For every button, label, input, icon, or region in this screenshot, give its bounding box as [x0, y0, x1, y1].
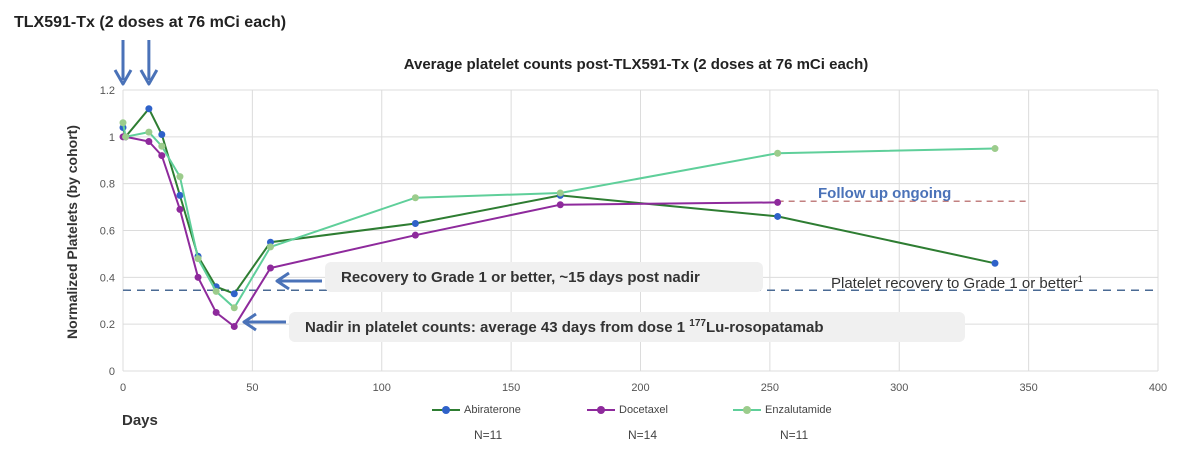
- data-point-enzalutamide: [774, 149, 782, 157]
- data-point-docetaxel: [556, 201, 564, 209]
- recovery-threshold-text: Platelet recovery to Grade 1 or better: [831, 275, 1078, 292]
- nadir-callout-text: Nadir in platelet counts: average 43 day…: [305, 318, 824, 336]
- nadir-callout-agent: Lu-rosopatamab: [705, 319, 824, 336]
- recovery-arrow-head: [275, 271, 290, 291]
- data-point-docetaxel: [158, 152, 166, 160]
- legend-label-docetaxel: Docetaxel: [619, 404, 668, 416]
- legend-swatch-docetaxel: [587, 404, 615, 416]
- data-point-abiraterone: [774, 212, 782, 220]
- legend-n-enzalutamide: N=11: [780, 428, 809, 442]
- data-point-enzalutamide: [158, 142, 166, 150]
- data-point-abiraterone: [158, 130, 166, 138]
- nadir-callout-isotope-mass: 177: [689, 318, 706, 329]
- x-tick-label: 300: [890, 382, 908, 394]
- recovery-callout-text: Recovery to Grade 1 or better, ~15 days …: [341, 268, 700, 286]
- data-point-abiraterone: [230, 290, 238, 298]
- dose-arrow-head: [139, 69, 159, 86]
- data-point-enzalutamide: [230, 304, 238, 312]
- series-line-docetaxel: [123, 135, 778, 328]
- y-tick-label: 0.6: [100, 226, 115, 238]
- x-tick-label: 200: [631, 382, 649, 394]
- x-tick-label: 50: [246, 382, 258, 394]
- dose-arrow-head: [113, 69, 133, 86]
- data-point-enzalutamide: [411, 194, 419, 202]
- data-point-docetaxel: [194, 273, 202, 281]
- legend-item-docetaxel: Docetaxel: [587, 404, 668, 416]
- data-point-docetaxel: [230, 323, 238, 331]
- data-point-enzalutamide: [212, 287, 220, 295]
- data-point-docetaxel: [176, 205, 184, 213]
- data-point-enzalutamide: [145, 128, 153, 136]
- y-axis-label: Normalized Platelets (by cohort): [64, 125, 80, 339]
- x-tick-label: 0: [120, 382, 126, 394]
- data-point-enzalutamide: [266, 243, 274, 251]
- y-tick-label: 0.8: [100, 179, 115, 191]
- recovery-threshold-footnote: 1: [1077, 274, 1083, 284]
- recovery-callout: Recovery to Grade 1 or better, ~15 days …: [325, 262, 763, 292]
- data-point-enzalutamide: [991, 145, 999, 153]
- data-point-enzalutamide: [176, 173, 184, 181]
- data-point-abiraterone: [991, 259, 999, 267]
- data-point-docetaxel: [145, 138, 153, 146]
- legend-swatch-enzalutamide: [733, 404, 761, 416]
- data-point-abiraterone: [145, 105, 153, 113]
- page-heading: TLX591-Tx (2 doses at 76 mCi each): [14, 14, 287, 31]
- y-tick-label: 0.4: [100, 272, 115, 284]
- chart-title: Average platelet counts post-TLX591-Tx (…: [403, 56, 869, 73]
- legend-label-enzalutamide: Enzalutamide: [765, 404, 832, 416]
- data-point-abiraterone: [411, 219, 419, 227]
- y-tick-label: 1.2: [100, 85, 115, 97]
- legend-n-docetaxel: N=14: [628, 428, 658, 442]
- data-point-docetaxel: [212, 308, 220, 316]
- x-tick-label: 250: [761, 382, 779, 394]
- x-tick-label: 150: [502, 382, 520, 394]
- y-tick-label: 0.2: [100, 319, 115, 331]
- data-point-docetaxel: [266, 264, 274, 272]
- nadir-callout-main: Nadir in platelet counts: average 43 day…: [305, 319, 690, 336]
- follow-up-label: Follow up ongoing: [818, 185, 952, 202]
- nadir-callout: Nadir in platelet counts: average 43 day…: [289, 312, 965, 342]
- legend-label-abiraterone: Abiraterone: [464, 404, 521, 416]
- x-axis-label: Days: [122, 412, 158, 429]
- data-point-enzalutamide: [556, 189, 564, 197]
- y-tick-label: 1: [109, 132, 115, 144]
- data-point-docetaxel: [411, 231, 419, 239]
- legend-item-enzalutamide: Enzalutamide: [733, 404, 832, 416]
- data-point-docetaxel: [774, 198, 782, 206]
- x-tick-label: 350: [1019, 382, 1037, 394]
- data-point-abiraterone: [176, 191, 184, 199]
- data-point-enzalutamide: [194, 255, 202, 263]
- recovery-threshold-label: Platelet recovery to Grade 1 or better1: [831, 274, 1083, 292]
- x-tick-label: 100: [373, 382, 391, 394]
- data-point-enzalutamide: [122, 133, 130, 141]
- legend-n-abiraterone: N=11: [474, 428, 503, 442]
- nadir-arrow-head: [242, 312, 257, 332]
- legend-swatch-abiraterone: [432, 404, 460, 416]
- y-tick-label: 0: [109, 366, 115, 378]
- data-point-enzalutamide: [119, 119, 127, 127]
- legend-item-abiraterone: Abiraterone: [432, 404, 521, 416]
- x-tick-label: 400: [1149, 382, 1167, 394]
